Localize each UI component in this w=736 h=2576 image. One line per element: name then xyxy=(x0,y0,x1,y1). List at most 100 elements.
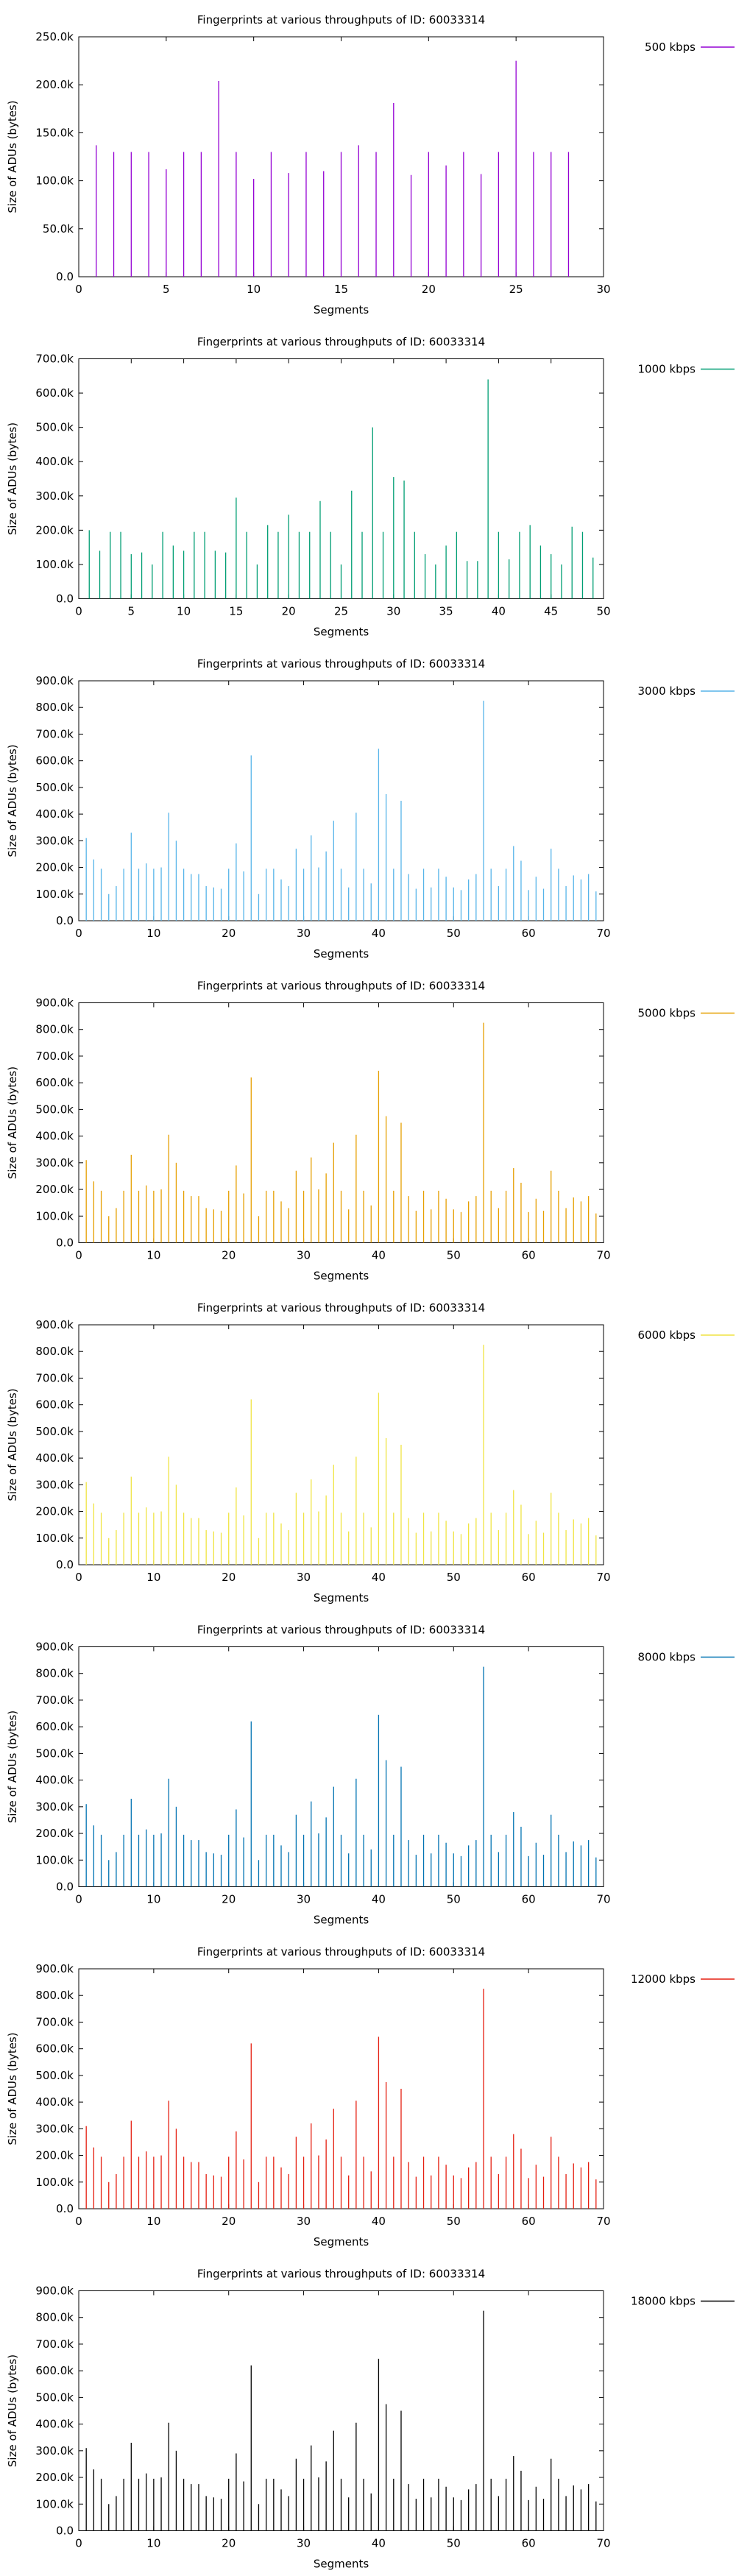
x-tick-label: 50 xyxy=(447,2215,461,2228)
y-axis-label: Size of ADUs (bytes) xyxy=(6,1066,19,1179)
x-tick-label: 10 xyxy=(146,1893,160,1906)
chart-panel: Fingerprints at various throughputs of I… xyxy=(6,336,735,639)
x-tick-label: 0 xyxy=(75,2537,82,2550)
y-tick-label: 300.0k xyxy=(35,2122,74,2135)
x-tick-label: 10 xyxy=(146,927,160,940)
y-axis-label: Size of ADUs (bytes) xyxy=(6,422,19,535)
x-tick-label: 30 xyxy=(297,1571,311,1584)
plot-frame xyxy=(78,358,604,599)
y-tick-label: 400.0k xyxy=(35,807,74,821)
x-tick-label: 30 xyxy=(297,1249,311,1262)
y-tick-label: 250.0k xyxy=(35,30,74,43)
x-tick-label: 70 xyxy=(596,2215,610,2228)
x-tick-label: 20 xyxy=(222,1571,236,1584)
legend-label: 3000 kbps xyxy=(638,684,696,698)
x-tick-label: 10 xyxy=(146,2537,160,2550)
y-axis-label: Size of ADUs (bytes) xyxy=(6,744,19,857)
legend-label: 6000 kbps xyxy=(638,1328,696,1342)
x-tick-label: 40 xyxy=(372,2537,386,2550)
y-axis-label: Size of ADUs (bytes) xyxy=(6,2032,19,2145)
y-tick-label: 500.0k xyxy=(35,1747,74,1760)
x-tick-label: 5 xyxy=(128,605,135,618)
y-tick-label: 100.0k xyxy=(35,2176,74,2189)
x-tick-label: 70 xyxy=(596,2537,610,2550)
legend-label: 8000 kbps xyxy=(638,1651,696,1664)
x-tick-label: 35 xyxy=(439,605,453,618)
x-tick-label: 40 xyxy=(492,605,506,618)
y-tick-label: 500.0k xyxy=(35,1103,74,1116)
x-tick-label: 60 xyxy=(522,1249,536,1262)
y-tick-label: 0.0 xyxy=(56,270,74,283)
y-tick-label: 100.0k xyxy=(35,558,74,571)
x-tick-label: 30 xyxy=(297,927,311,940)
x-tick-label: 0 xyxy=(75,283,82,296)
y-tick-label: 600.0k xyxy=(35,386,74,400)
x-tick-label: 0 xyxy=(75,1893,82,1906)
x-tick-label: 0 xyxy=(75,1249,82,1262)
y-tick-label: 300.0k xyxy=(35,2444,74,2458)
x-tick-label: 10 xyxy=(177,605,191,618)
x-tick-label: 20 xyxy=(282,605,296,618)
x-tick-label: 20 xyxy=(222,927,236,940)
chart-title: Fingerprints at various throughputs of I… xyxy=(197,1624,485,1637)
y-tick-label: 500.0k xyxy=(35,2391,74,2404)
y-tick-label: 800.0k xyxy=(35,1989,74,2002)
y-tick-label: 0.0 xyxy=(56,1236,74,1250)
y-tick-label: 900.0k xyxy=(35,1962,74,1975)
y-axis-label: Size of ADUs (bytes) xyxy=(6,100,19,213)
y-tick-label: 100.0k xyxy=(35,1532,74,1545)
y-tick-label: 800.0k xyxy=(35,2311,74,2324)
x-axis-label: Segments xyxy=(314,303,369,316)
x-tick-label: 30 xyxy=(297,2537,311,2550)
y-tick-label: 600.0k xyxy=(35,1076,74,1089)
x-tick-label: 15 xyxy=(334,283,348,296)
chart-panel: Fingerprints at various throughputs of I… xyxy=(6,1945,735,2248)
chart-panel: Fingerprints at various throughputs of I… xyxy=(6,13,735,316)
y-tick-label: 800.0k xyxy=(35,1667,74,1680)
x-axis-label: Segments xyxy=(314,1270,369,1283)
x-tick-label: 40 xyxy=(372,1571,386,1584)
y-tick-label: 100.0k xyxy=(35,174,74,188)
x-tick-label: 50 xyxy=(447,927,461,940)
x-tick-label: 10 xyxy=(247,283,261,296)
x-tick-label: 25 xyxy=(509,283,523,296)
x-tick-label: 20 xyxy=(422,283,436,296)
x-tick-label: 5 xyxy=(163,283,170,296)
x-axis-label: Segments xyxy=(314,626,369,639)
y-tick-label: 500.0k xyxy=(35,781,74,794)
x-tick-label: 70 xyxy=(596,1249,610,1262)
y-tick-label: 200.0k xyxy=(35,78,74,91)
x-tick-label: 30 xyxy=(297,1893,311,1906)
y-tick-label: 100.0k xyxy=(35,1209,74,1222)
x-tick-label: 0 xyxy=(75,1571,82,1584)
y-tick-label: 900.0k xyxy=(35,1641,74,1654)
y-tick-label: 100.0k xyxy=(35,2497,74,2510)
chart-title: Fingerprints at various throughputs of I… xyxy=(197,336,485,349)
y-tick-label: 900.0k xyxy=(35,1318,74,1331)
y-tick-label: 700.0k xyxy=(35,2015,74,2028)
y-tick-label: 300.0k xyxy=(35,1478,74,1491)
y-tick-label: 200.0k xyxy=(35,861,74,874)
x-tick-label: 45 xyxy=(544,605,558,618)
chart-panel: Fingerprints at various throughputs of I… xyxy=(6,1624,735,1927)
y-tick-label: 700.0k xyxy=(35,2338,74,2351)
chart-panel: Fingerprints at various throughputs of I… xyxy=(6,657,735,960)
y-axis-label: Size of ADUs (bytes) xyxy=(6,2354,19,2467)
x-tick-label: 50 xyxy=(596,605,610,618)
y-tick-label: 700.0k xyxy=(35,727,74,740)
x-tick-label: 10 xyxy=(146,1249,160,1262)
chart-panel: Fingerprints at various throughputs of I… xyxy=(6,1301,735,1604)
x-axis-label: Segments xyxy=(314,1914,369,1927)
chart-title: Fingerprints at various throughputs of I… xyxy=(197,1945,485,1958)
x-tick-label: 25 xyxy=(334,605,348,618)
y-tick-label: 300.0k xyxy=(35,1156,74,1170)
y-tick-label: 900.0k xyxy=(35,674,74,687)
x-tick-label: 60 xyxy=(522,927,536,940)
y-tick-label: 700.0k xyxy=(35,1694,74,1707)
x-tick-label: 40 xyxy=(372,1893,386,1906)
y-tick-label: 200.0k xyxy=(35,1827,74,1840)
y-tick-label: 0.0 xyxy=(56,914,74,927)
x-tick-label: 0 xyxy=(75,605,82,618)
x-tick-label: 0 xyxy=(75,927,82,940)
